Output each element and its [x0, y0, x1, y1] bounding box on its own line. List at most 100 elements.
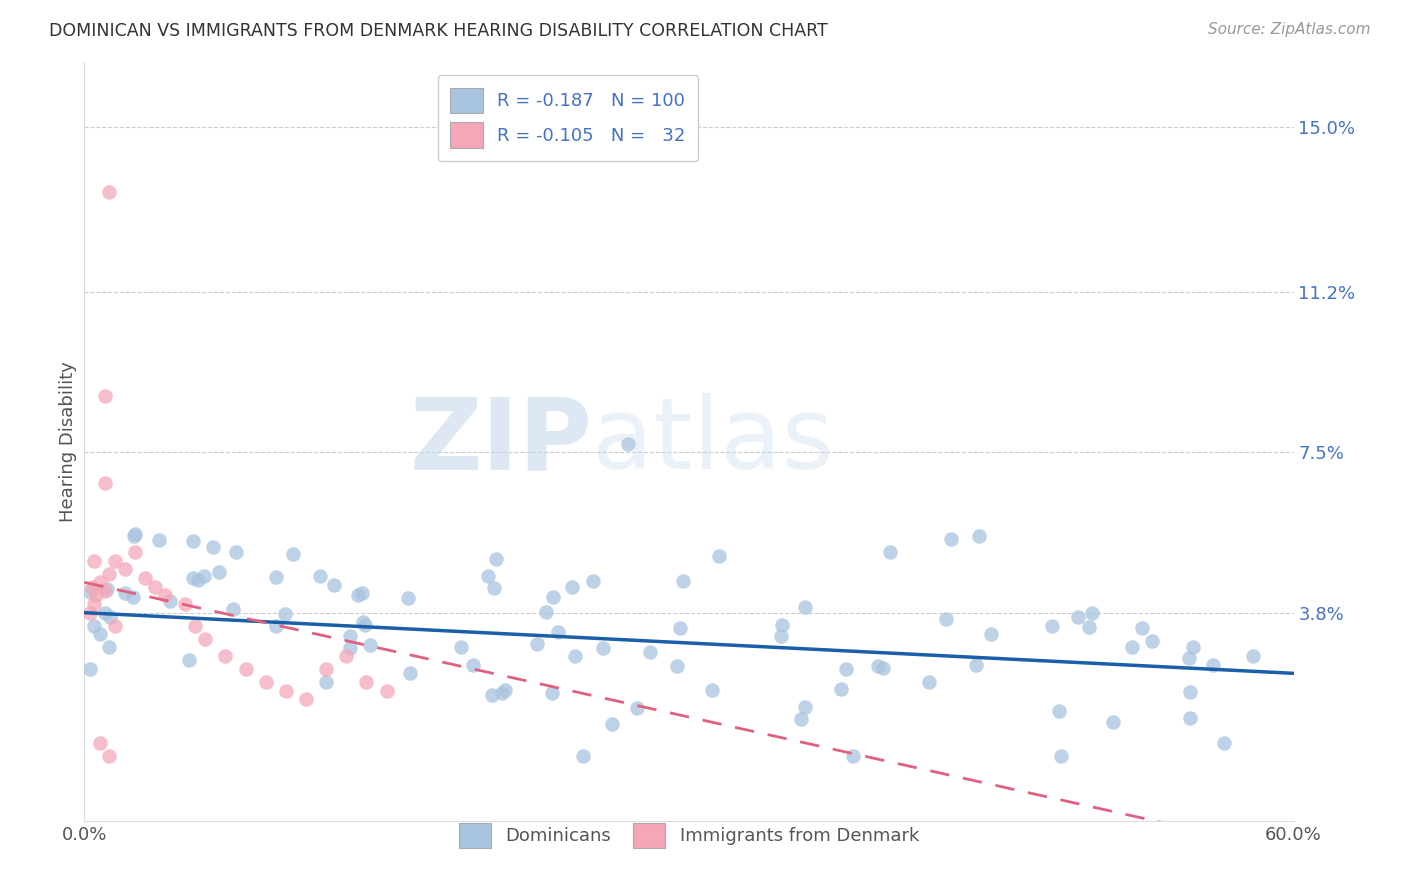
Point	[353, 615, 375, 629]
Point	[375, 683, 398, 698]
Point	[866, 658, 889, 673]
Point	[352, 586, 374, 600]
Point	[1047, 704, 1070, 718]
Point	[353, 618, 375, 632]
Point	[97, 566, 120, 581]
Point	[93, 606, 115, 620]
Point	[561, 580, 583, 594]
Point	[225, 544, 247, 558]
Y-axis label: Hearing Disability: Hearing Disability	[59, 361, 77, 522]
Point	[534, 605, 557, 619]
Point	[967, 529, 990, 543]
Point	[89, 627, 111, 641]
Point	[939, 532, 962, 546]
Point	[274, 683, 297, 698]
Point	[484, 581, 506, 595]
Point	[1067, 610, 1090, 624]
Point	[214, 648, 236, 663]
Point	[83, 597, 105, 611]
Point	[309, 569, 332, 583]
Point	[134, 571, 156, 585]
Point	[208, 565, 231, 579]
Point	[830, 681, 852, 696]
Point	[93, 584, 115, 599]
Point	[254, 675, 277, 690]
Point	[477, 568, 499, 582]
Point	[965, 658, 987, 673]
Point	[96, 582, 118, 597]
Text: ZIP: ZIP	[409, 393, 592, 490]
Point	[281, 547, 304, 561]
Point	[1040, 618, 1063, 632]
Point	[396, 591, 419, 605]
Point	[879, 545, 901, 559]
Point	[794, 699, 817, 714]
Point	[526, 637, 548, 651]
Point	[1050, 748, 1073, 763]
Point	[122, 529, 145, 543]
Point	[83, 554, 105, 568]
Point	[841, 748, 863, 763]
Point	[1121, 640, 1143, 655]
Text: Source: ZipAtlas.com: Source: ZipAtlas.com	[1208, 22, 1371, 37]
Point	[935, 612, 957, 626]
Point	[339, 641, 361, 656]
Point	[1181, 640, 1204, 655]
Point	[669, 621, 692, 635]
Point	[918, 675, 941, 690]
Point	[124, 545, 146, 559]
Point	[148, 533, 170, 548]
Point	[143, 580, 166, 594]
Point	[264, 619, 287, 633]
Point	[295, 692, 318, 706]
Point	[769, 629, 792, 643]
Point	[356, 675, 378, 690]
Point	[315, 674, 337, 689]
Point	[481, 688, 503, 702]
Point	[582, 574, 605, 588]
Point	[700, 683, 723, 698]
Point	[335, 648, 357, 663]
Point	[1081, 606, 1104, 620]
Point	[82, 580, 104, 594]
Point	[93, 389, 115, 403]
Point	[980, 627, 1002, 641]
Point	[450, 640, 472, 654]
Point	[770, 617, 793, 632]
Point	[184, 618, 207, 632]
Point	[834, 662, 856, 676]
Text: DOMINICAN VS IMMIGRANTS FROM DENMARK HEARING DISABILITY CORRELATION CHART: DOMINICAN VS IMMIGRANTS FROM DENMARK HEA…	[49, 22, 828, 40]
Point	[181, 534, 204, 549]
Point	[547, 625, 569, 640]
Point	[494, 682, 516, 697]
Point	[541, 685, 564, 699]
Point	[86, 588, 108, 602]
Point	[79, 662, 101, 676]
Point	[1202, 657, 1225, 672]
Point	[124, 527, 146, 541]
Point	[572, 748, 595, 763]
Point	[89, 736, 111, 750]
Point	[187, 573, 209, 587]
Point	[235, 662, 257, 676]
Point	[1180, 710, 1202, 724]
Point	[790, 713, 813, 727]
Point	[339, 629, 361, 643]
Point	[1180, 685, 1202, 699]
Point	[1077, 620, 1099, 634]
Point	[564, 648, 586, 663]
Point	[1241, 648, 1264, 663]
Point	[122, 590, 145, 604]
Point	[177, 653, 200, 667]
Point	[638, 645, 661, 659]
Point	[202, 540, 225, 554]
Point	[1178, 651, 1201, 665]
Point	[1102, 714, 1125, 729]
Point	[181, 571, 204, 585]
Point	[461, 657, 484, 672]
Point	[97, 186, 120, 200]
Point	[264, 570, 287, 584]
Point	[104, 554, 127, 568]
Point	[93, 475, 115, 490]
Point	[79, 585, 101, 599]
